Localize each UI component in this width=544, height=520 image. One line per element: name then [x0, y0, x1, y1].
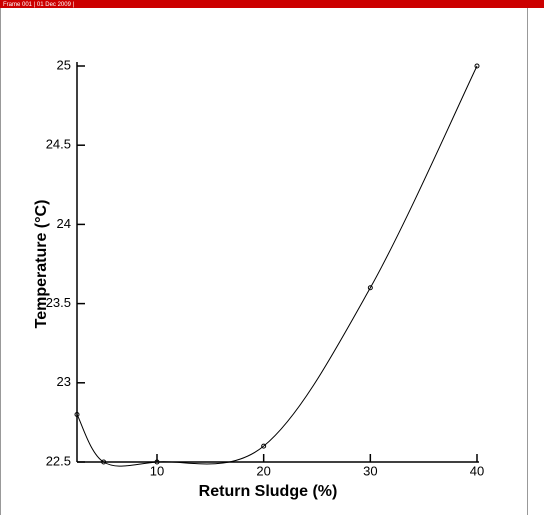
data-point	[367, 285, 373, 291]
data-point	[74, 411, 80, 417]
x-tick-label: 10	[150, 463, 164, 478]
data-line	[76, 65, 478, 467]
header-text: Frame 001 | 01 Dec 2009 |	[3, 2, 75, 8]
x-tick-label: 30	[363, 463, 377, 478]
data-point	[261, 443, 267, 449]
x-tick-label: 20	[256, 463, 270, 478]
data-point	[101, 459, 107, 465]
data-point	[474, 63, 480, 69]
y-tick-label: 23	[57, 374, 71, 389]
y-tick-label: 24.5	[46, 137, 71, 152]
x-axis-title: Return Sludge (%)	[199, 483, 338, 500]
y-tick-label: 25	[57, 57, 71, 72]
y-tick-label: 22.5	[46, 453, 71, 468]
y-tick-label: 24	[57, 216, 71, 231]
y-axis-title: Temperature (°C)	[33, 200, 50, 329]
x-tick-label: 40	[470, 463, 484, 478]
header-bar	[0, 0, 544, 8]
y-tick-label: 23.5	[46, 295, 71, 310]
data-point	[154, 459, 160, 465]
